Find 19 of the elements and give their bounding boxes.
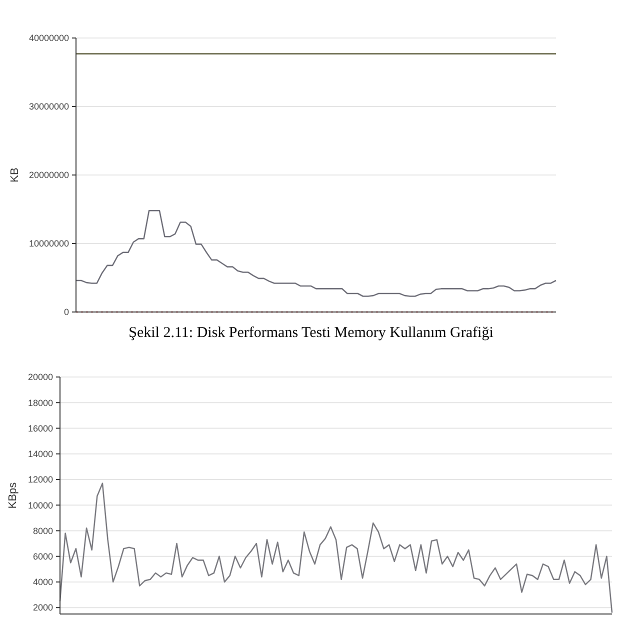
y-axis-title: KB: [9, 168, 21, 182]
y-tick-label: 8000: [32, 526, 53, 536]
y-tick-label: 30000000: [28, 102, 69, 112]
y-tick-label: 6000: [32, 552, 53, 562]
y-tick-label: 40000000: [28, 33, 69, 44]
y-tick-label: 4000: [32, 577, 53, 588]
y-tick-label: 18000: [28, 398, 53, 408]
text: Şekil 2.11: Disk Performans Testi Memory Kullanım Grafiği: [128, 325, 494, 341]
y-tick-label: 20000: [28, 372, 53, 382]
y-tick-label: 16000: [28, 423, 53, 434]
y-tick-label: 0: [64, 307, 69, 318]
y-tick-label: 10000000: [28, 238, 69, 249]
y-tick-label: 10000: [28, 500, 53, 510]
line-series: [75, 210, 557, 297]
y-tick-label: 12000: [28, 474, 53, 485]
y-axis-title: KBps: [7, 482, 19, 509]
y-tick-label: 2000: [32, 602, 53, 613]
y-tick-label: 14000: [28, 449, 53, 460]
y-tick-label: 20000000: [28, 170, 69, 180]
